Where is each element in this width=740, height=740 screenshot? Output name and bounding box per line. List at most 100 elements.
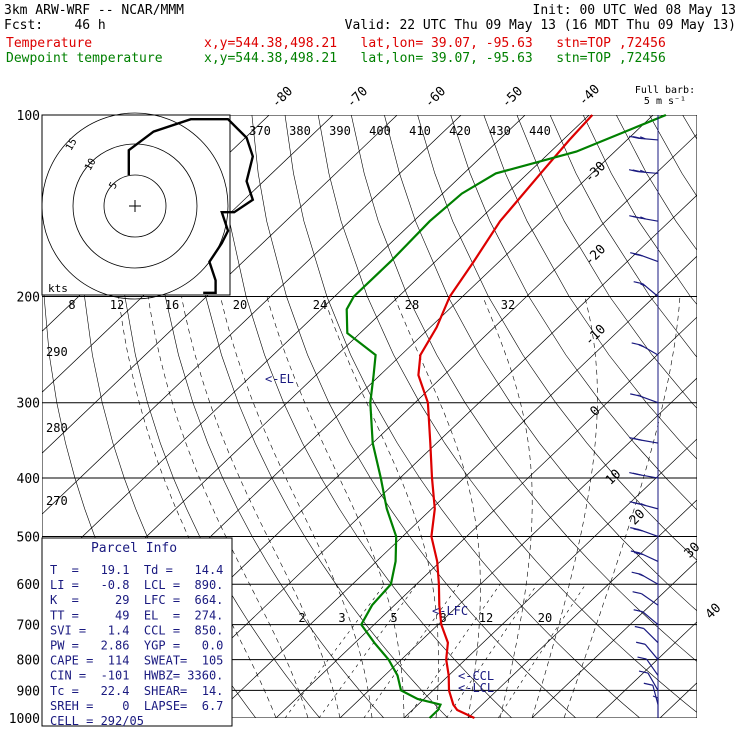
wind-barb	[632, 591, 659, 606]
dewpoint-location: x,y=544.38,498.21 lat,lon= 39.07, -95.63…	[204, 51, 666, 66]
hodograph-ring-label: 10	[83, 157, 99, 173]
barb-legend-value: 5 m s⁻¹	[644, 96, 686, 107]
parcel-info-row: TT = 49 EL = 274.	[50, 608, 223, 622]
pressure-label: 200	[17, 291, 40, 306]
hodograph-ring-label: 5	[108, 180, 121, 191]
wind-barb	[628, 169, 659, 175]
theta-e-label: 390	[329, 124, 351, 138]
isotherm-label: 30	[682, 540, 704, 562]
parcel-info-panel	[41, 537, 233, 727]
temperature-profile	[417, 114, 594, 719]
parcel-info-row: SVI = 1.4 CCL = 850.	[50, 623, 223, 637]
hodograph-units: kts	[48, 282, 68, 295]
wind-barb	[634, 625, 659, 644]
parcel-info-row: Tc = 22.4 SHEAR= 14.	[50, 684, 223, 698]
wind-barb	[630, 393, 659, 404]
isotherm-label: -50	[499, 84, 526, 111]
dry-adiabat-label: 290	[46, 345, 68, 359]
pressure-label: 400	[17, 472, 40, 487]
isotherm-label: -30	[582, 159, 609, 186]
wind-barb	[629, 437, 659, 444]
wind-barb	[633, 609, 659, 626]
moist-adiabat-line	[563, 296, 681, 718]
isotherm-label: -10	[582, 322, 609, 349]
parcel-info-row: T = 19.1 Td = 14.4	[50, 563, 223, 577]
mixing-ratio-line	[497, 584, 586, 718]
isotherm-label: -80	[269, 84, 296, 111]
isotherm-label: 20	[627, 507, 649, 529]
el-marker: <-EL	[265, 372, 294, 386]
wind-barb	[630, 527, 659, 538]
dry-adiabat-line	[582, 115, 697, 306]
parcel-info-row: CAPE = 114 SWEAT= 105	[50, 654, 223, 668]
dewpoint-profile	[345, 113, 667, 719]
theta-e-label: 400	[369, 124, 391, 138]
isotherm-line	[42, 115, 462, 515]
theta-e-label: 370	[249, 124, 271, 138]
isotherm-line	[659, 682, 697, 718]
parcel-info-row: CIN = -101 HWBZ= 3360.	[50, 669, 223, 683]
moist-adiabat-line	[482, 296, 533, 718]
theta-e-label: 430	[489, 124, 511, 138]
wind-barb	[630, 550, 659, 562]
moist-adiabat-line	[181, 296, 341, 718]
wind-barb	[637, 656, 659, 676]
wind-barb	[638, 670, 659, 691]
dry-adiabat-line	[483, 115, 697, 460]
theta-e-label: 380	[289, 124, 311, 138]
isotherm-line	[42, 115, 398, 454]
wind-barb	[629, 215, 659, 222]
mixing-ratio-label: 8	[439, 611, 446, 625]
wind-barb	[652, 695, 659, 718]
theta-e-label: 440	[529, 124, 551, 138]
isotherm-line	[339, 377, 697, 718]
mixing-ratio-label: 2	[298, 611, 305, 625]
isotherm-line	[275, 316, 697, 718]
valid-time: Valid: 22 UTC Thu 09 May 13 (16 MDT Thu …	[344, 18, 736, 33]
theta-e-label: 420	[449, 124, 471, 138]
pressure-label: 500	[17, 530, 40, 545]
dry-adiabat-label: 280	[46, 421, 68, 435]
pressure-label: 800	[17, 654, 40, 669]
hodograph-axis-label: 28	[405, 298, 419, 312]
theta-e-label: 410	[409, 124, 431, 138]
isotherm-line	[467, 499, 697, 718]
isotherm-label: -70	[344, 84, 371, 111]
barb-legend-title: Full barb:	[635, 85, 695, 96]
isotherm-line	[595, 621, 697, 718]
pressure-label: 1000	[9, 712, 40, 727]
mixing-ratio-line	[284, 584, 385, 718]
hodograph-ring	[72, 143, 198, 269]
isotherm-label: -20	[582, 242, 609, 269]
dry-adiabat-line	[450, 115, 697, 511]
hodograph-ring	[41, 112, 229, 300]
wind-barb	[629, 501, 659, 510]
hodograph-ring-label: 15	[64, 137, 80, 153]
isotherm-line	[147, 194, 697, 718]
parcel-info-row: CELL = 292/05	[50, 714, 144, 728]
temperature-legend: Temperature	[6, 36, 93, 51]
dewpoint-legend: Dewpoint temperature	[6, 51, 163, 66]
hodograph-axis-label: 12	[110, 298, 124, 312]
dry-adiabat-line	[351, 115, 697, 662]
dry-adiabat-line	[649, 115, 697, 198]
wind-barb	[630, 252, 659, 263]
hodograph-axis-label: 8	[68, 298, 75, 312]
model-title: 3km ARW-WRF -- NCAR/MMM	[4, 3, 185, 18]
header: 3km ARW-WRF -- NCAR/MMM Init: 00 UTC Wed…	[0, 0, 740, 70]
isotherm-label: -40	[576, 82, 603, 109]
isotherm-label: 40	[703, 601, 725, 623]
hodograph-trace	[127, 117, 255, 294]
mixing-ratio-label: 3	[338, 611, 345, 625]
dry-adiabat-line	[284, 115, 640, 718]
wind-barb	[631, 342, 659, 356]
isotherm-label: 10	[603, 467, 625, 489]
hodograph-axis-label: 24	[313, 298, 327, 312]
isotherm-line	[403, 438, 697, 718]
dry-adiabat-line	[384, 115, 697, 612]
wind-barb	[628, 135, 659, 141]
hodograph-axis-label: 20	[233, 298, 247, 312]
init-time: Init: 00 UTC Wed 08 May 13	[532, 3, 737, 18]
dry-adiabat-line	[549, 115, 697, 358]
